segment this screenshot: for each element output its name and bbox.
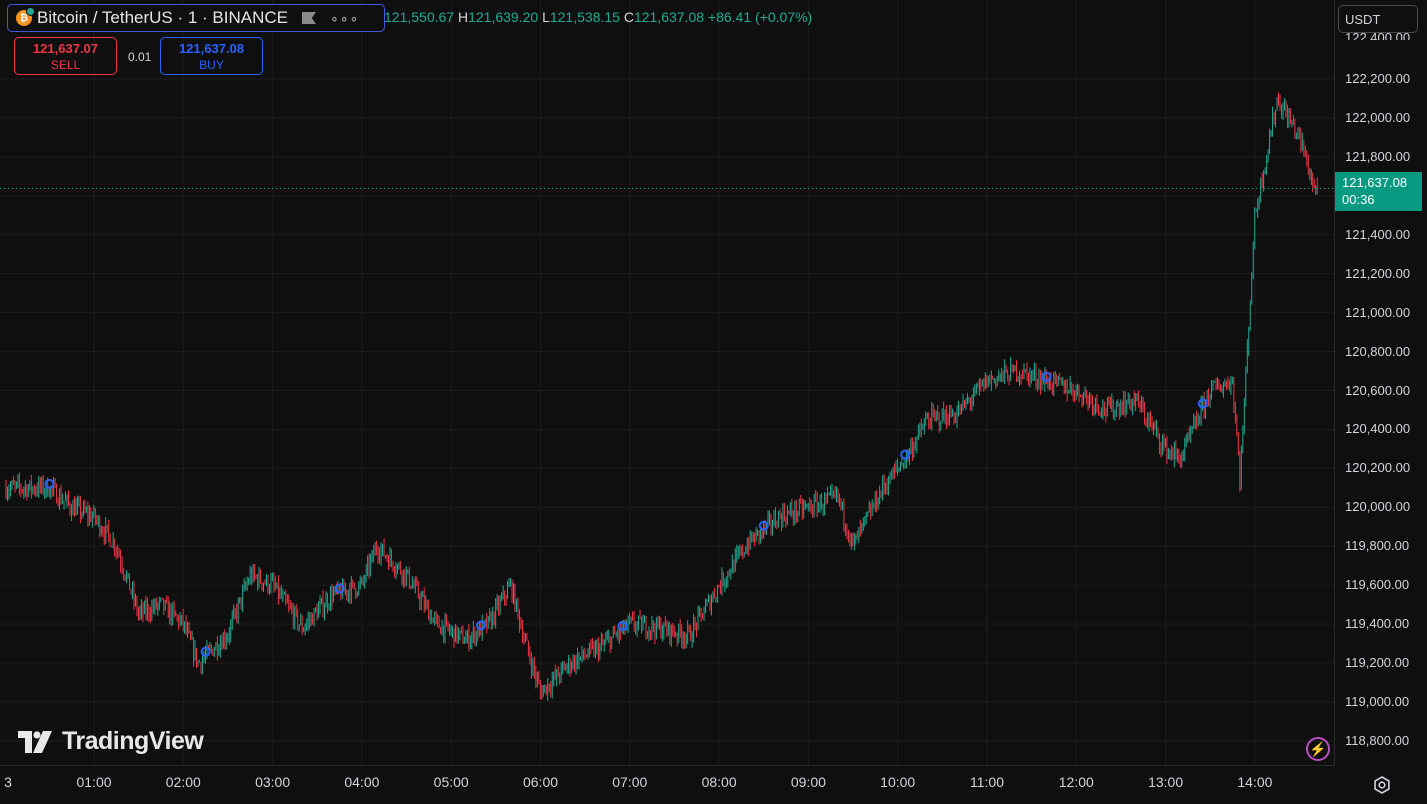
price-tick: 121,800.00 [1345, 148, 1411, 164]
price-tick: 121,400.00 [1345, 226, 1411, 242]
buy-price: 121,637.08 [178, 41, 245, 56]
price-tick: 120,000.00 [1345, 499, 1411, 515]
buy-button[interactable]: 121,637.08 BUY [160, 37, 263, 75]
flag-icon[interactable] [302, 12, 316, 24]
time-tick: 11:00 [970, 774, 1004, 790]
bitcoin-icon: ₿ [16, 7, 35, 26]
chart-area[interactable] [0, 0, 1334, 765]
event-marker [44, 478, 55, 489]
event-marker [900, 449, 911, 460]
bar-countdown: 00:36 [1342, 192, 1375, 207]
price-tick: 121,000.00 [1345, 304, 1411, 320]
symbol-title[interactable]: Bitcoin / TetherUS · 1 · BINANCE [37, 8, 288, 27]
ohlc-open: 121,550.67 [384, 9, 455, 25]
buy-label: BUY [199, 58, 224, 72]
sell-price: 121,637.07 [32, 41, 99, 56]
tradingview-logo[interactable]: TradingView [18, 727, 204, 756]
time-tick: 02:00 [165, 774, 201, 790]
event-marker [334, 583, 345, 594]
price-tick: 119,800.00 [1345, 538, 1410, 554]
event-marker [1041, 371, 1052, 382]
price-tick: 119,000.00 [1345, 694, 1410, 710]
price-tick: 120,600.00 [1345, 382, 1411, 398]
price-tick: 119,400.00 [1345, 616, 1410, 632]
price-tick: 122,200.00 [1345, 70, 1411, 86]
ohlc-legend: 121,550.67 H121,639.20 L121,538.15 C121,… [384, 9, 812, 25]
ohlc-high: 121,639.20 [468, 9, 539, 25]
sell-label: SELL [50, 58, 81, 72]
spread-value: 0.01 [128, 50, 152, 64]
event-marker [617, 621, 628, 632]
ohlc-close: 121,637.08 [633, 9, 705, 25]
time-tick: 12:00 [1058, 774, 1094, 790]
price-tick-partial: 122,400.00 [1345, 30, 1411, 40]
last-price-value: 121,637.08 [1342, 175, 1408, 190]
time-tick-partial: 3 [4, 774, 12, 790]
time-tick: 09:00 [790, 774, 826, 790]
price-tick: 119,200.00 [1345, 655, 1410, 671]
time-tick: 14:00 [1237, 774, 1273, 790]
last-price-label: 121,637.08 00:36 [1335, 172, 1422, 211]
price-axis[interactable]: 122,400.00 122,200.00 122,000.00 121,800.0… [1334, 0, 1427, 765]
lightning-icon[interactable]: ⚡ [1306, 737, 1330, 761]
ohlc-high-label: H [457, 9, 469, 25]
candlestick-plot[interactable] [0, 0, 1334, 765]
ohlc-low: 121,538.15 [549, 9, 620, 25]
time-tick: 01:00 [76, 774, 112, 790]
more-options-icon[interactable]: ∘∘∘ [330, 9, 360, 26]
price-tick: 120,200.00 [1345, 460, 1411, 476]
event-marker [475, 620, 486, 631]
time-tick: 07:00 [612, 774, 648, 790]
event-marker [1197, 398, 1208, 409]
settings-icon[interactable] [1372, 775, 1392, 795]
price-tick: 120,400.00 [1345, 421, 1411, 437]
event-marker [200, 646, 211, 657]
sell-button[interactable]: 121,637.07 SELL [14, 37, 117, 75]
price-tick: 122,000.00 [1345, 109, 1411, 125]
time-tick: 05:00 [433, 774, 469, 790]
time-tick: 04:00 [344, 774, 380, 790]
tradingview-logo-icon [18, 730, 52, 753]
price-tick: 120,800.00 [1345, 343, 1411, 359]
time-tick: 06:00 [522, 774, 559, 790]
ohlc-change: +86.41 (+0.07%) [707, 9, 813, 25]
time-tick: 10:00 [880, 774, 916, 790]
price-tick: 121,200.00 [1345, 265, 1411, 281]
price-tick: 119,600.00 [1345, 577, 1410, 593]
ohlc-low-label: L [542, 9, 550, 25]
ohlc-close-label: C [623, 9, 634, 25]
currency-select[interactable]: USDT [1338, 5, 1418, 33]
price-tick: 118,800.00 [1345, 733, 1410, 748]
time-tick: 08:00 [701, 774, 737, 790]
tradingview-logo-text: TradingView [62, 727, 204, 755]
time-tick: 03:00 [255, 774, 291, 790]
time-tick: 13:00 [1148, 774, 1184, 790]
time-axis[interactable]: 3 01:00 02:00 03:00 04:00 05:00 06:00 07:00 08:… [0, 765, 1334, 804]
event-marker [758, 520, 769, 531]
symbol-header[interactable]: ₿ Bitcoin / TetherUS · 1 · BINANCE ∘∘∘ [7, 4, 385, 32]
